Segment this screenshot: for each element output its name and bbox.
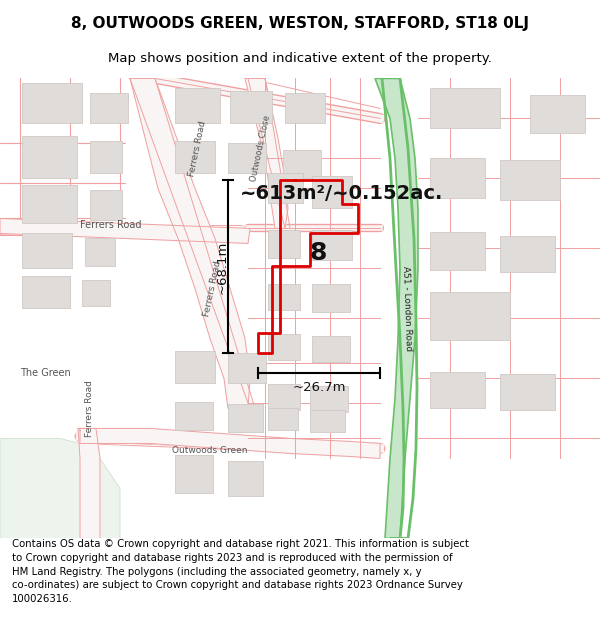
Bar [430, 232, 485, 271]
Bar [268, 284, 300, 311]
Bar [228, 143, 266, 173]
Text: Outwoods Green: Outwoods Green [172, 446, 248, 455]
Bar [500, 161, 560, 201]
Polygon shape [80, 429, 380, 459]
Text: ~68.1m: ~68.1m [215, 240, 229, 294]
Bar [530, 96, 585, 133]
Bar [268, 173, 303, 204]
Polygon shape [375, 78, 418, 538]
Bar [268, 334, 300, 361]
Bar [90, 141, 122, 173]
Bar [310, 411, 345, 432]
Bar [430, 158, 485, 199]
Text: ~613m²/~0.152ac.: ~613m²/~0.152ac. [240, 184, 443, 203]
Bar [500, 374, 555, 411]
Bar [175, 88, 220, 124]
Bar [268, 409, 298, 431]
Bar [228, 461, 263, 496]
Text: Ferrers Road: Ferrers Road [187, 119, 208, 178]
Bar [430, 372, 485, 409]
Text: Ferrers Road: Ferrers Road [80, 221, 142, 231]
Bar [85, 238, 115, 266]
Bar [228, 404, 263, 432]
Bar [230, 91, 272, 124]
Bar [22, 233, 72, 269]
Bar [82, 281, 110, 306]
Text: Contains OS data © Crown copyright and database right 2021. This information is : Contains OS data © Crown copyright and d… [12, 539, 469, 604]
Text: Ferrers Road: Ferrers Road [86, 380, 95, 437]
Text: Outwoods Close: Outwoods Close [250, 114, 272, 182]
Bar [500, 236, 555, 272]
Bar [312, 176, 352, 209]
Polygon shape [78, 429, 100, 538]
Bar [22, 276, 70, 308]
Bar [175, 351, 215, 383]
Bar [312, 231, 352, 261]
Bar [22, 186, 77, 223]
Polygon shape [245, 78, 288, 228]
Bar [175, 402, 213, 431]
Bar [22, 83, 82, 124]
Bar [283, 151, 321, 179]
Bar [285, 93, 325, 124]
Polygon shape [0, 439, 120, 538]
Bar [90, 191, 122, 221]
Bar [268, 384, 300, 411]
Bar [312, 336, 350, 362]
Bar [175, 456, 213, 494]
Polygon shape [130, 78, 250, 409]
Bar [175, 141, 215, 173]
Text: ~26.7m: ~26.7m [292, 381, 346, 394]
Bar [312, 284, 350, 312]
Text: Ferrers Road: Ferrers Road [202, 259, 223, 318]
Text: Map shows position and indicative extent of the property.: Map shows position and indicative extent… [108, 52, 492, 65]
Bar [430, 292, 510, 341]
Bar [430, 88, 500, 129]
Bar [268, 231, 300, 259]
Bar [228, 354, 266, 383]
Polygon shape [0, 218, 250, 243]
Text: A51 - London Road: A51 - London Road [401, 266, 413, 351]
Bar [22, 136, 77, 179]
Text: The Green: The Green [20, 368, 70, 378]
Bar [310, 386, 348, 412]
Text: 8, OUTWOODS GREEN, WESTON, STAFFORD, ST18 0LJ: 8, OUTWOODS GREEN, WESTON, STAFFORD, ST1… [71, 16, 529, 31]
Text: 8: 8 [310, 241, 326, 266]
Bar [90, 93, 128, 124]
